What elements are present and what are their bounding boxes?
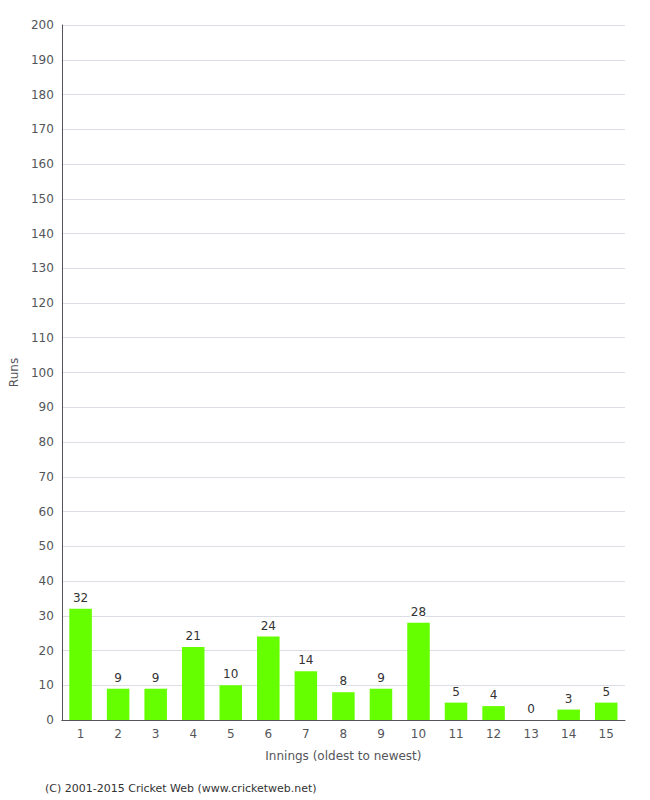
svg-text:120: 120 xyxy=(31,296,54,310)
svg-text:6: 6 xyxy=(264,727,272,741)
svg-text:0: 0 xyxy=(527,702,535,716)
svg-text:(C) 2001-2015 Cricket Web (www: (C) 2001-2015 Cricket Web (www.cricketwe… xyxy=(45,782,317,795)
svg-text:14: 14 xyxy=(298,653,313,667)
svg-text:90: 90 xyxy=(39,400,54,414)
svg-text:15: 15 xyxy=(599,727,614,741)
svg-text:20: 20 xyxy=(39,644,54,658)
svg-text:5: 5 xyxy=(452,685,460,699)
svg-text:100: 100 xyxy=(31,366,54,380)
svg-text:9: 9 xyxy=(377,727,385,741)
svg-text:28: 28 xyxy=(411,605,426,619)
svg-text:5: 5 xyxy=(227,727,235,741)
svg-text:150: 150 xyxy=(31,192,54,206)
svg-text:4: 4 xyxy=(490,688,498,702)
svg-text:8: 8 xyxy=(340,674,348,688)
svg-text:180: 180 xyxy=(31,88,54,102)
svg-text:160: 160 xyxy=(31,157,54,171)
svg-text:10: 10 xyxy=(223,667,238,681)
svg-text:40: 40 xyxy=(39,574,54,588)
svg-text:Runs: Runs xyxy=(7,358,21,387)
svg-text:3: 3 xyxy=(152,727,160,741)
svg-text:3: 3 xyxy=(565,692,573,706)
svg-text:4: 4 xyxy=(189,727,197,741)
svg-text:0: 0 xyxy=(46,713,54,727)
svg-text:70: 70 xyxy=(39,470,54,484)
svg-text:80: 80 xyxy=(39,435,54,449)
svg-text:32: 32 xyxy=(73,591,88,605)
svg-text:11: 11 xyxy=(448,727,463,741)
svg-text:2: 2 xyxy=(114,727,122,741)
svg-text:13: 13 xyxy=(523,727,538,741)
svg-text:24: 24 xyxy=(261,619,276,633)
svg-text:9: 9 xyxy=(114,671,122,685)
svg-text:110: 110 xyxy=(31,331,54,345)
svg-text:9: 9 xyxy=(152,671,160,685)
svg-text:8: 8 xyxy=(340,727,348,741)
svg-text:30: 30 xyxy=(39,609,54,623)
svg-text:7: 7 xyxy=(302,727,310,741)
svg-text:140: 140 xyxy=(31,227,54,241)
svg-text:10: 10 xyxy=(411,727,426,741)
svg-text:14: 14 xyxy=(561,727,576,741)
svg-text:5: 5 xyxy=(602,685,610,699)
svg-text:130: 130 xyxy=(31,261,54,275)
svg-text:10: 10 xyxy=(39,678,54,692)
svg-text:Innings (oldest to newest): Innings (oldest to newest) xyxy=(265,749,421,763)
svg-text:1: 1 xyxy=(77,727,85,741)
svg-text:12: 12 xyxy=(486,727,501,741)
svg-text:50: 50 xyxy=(39,539,54,553)
svg-text:21: 21 xyxy=(186,629,201,643)
svg-text:9: 9 xyxy=(377,671,385,685)
svg-text:190: 190 xyxy=(31,53,54,67)
svg-text:60: 60 xyxy=(39,505,54,519)
svg-text:170: 170 xyxy=(31,122,54,136)
svg-text:200: 200 xyxy=(31,18,54,32)
